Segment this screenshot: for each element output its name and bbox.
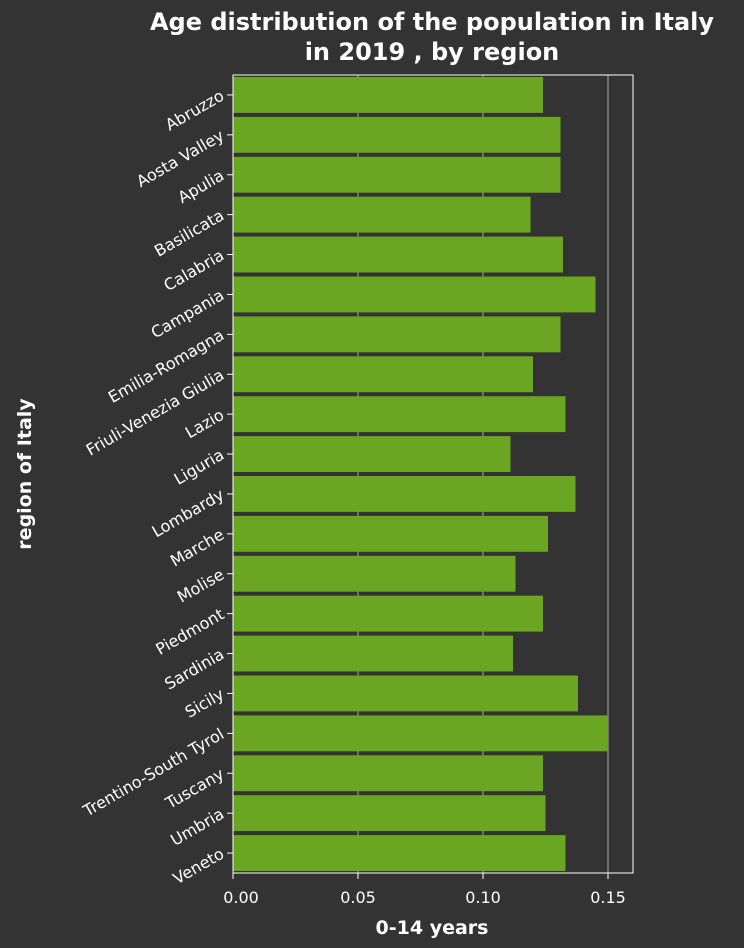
bar [233, 515, 548, 552]
bar [233, 795, 546, 832]
y-tick-label: Veneto [170, 844, 228, 888]
bar [233, 76, 543, 113]
bar [233, 116, 561, 153]
y-tick-label: Liguria [171, 445, 228, 489]
x-tick-label: 0.00 [223, 888, 259, 907]
bar [233, 835, 566, 872]
bar [233, 715, 608, 752]
bar [233, 675, 578, 712]
bar [233, 276, 596, 313]
chart-title-line-2: in 2019 , by region [305, 38, 560, 66]
x-tick-label: 0.10 [465, 888, 501, 907]
bar [233, 236, 563, 273]
y-tick-label: Marche [167, 525, 227, 571]
bar [233, 475, 576, 512]
x-axis: 0.00 0.05 0.10 0.15 [223, 873, 626, 907]
bar [233, 755, 543, 792]
chart-title-line-1: Age distribution of the population in It… [150, 8, 714, 36]
x-axis-label: 0-14 years [376, 917, 489, 939]
bar [233, 635, 513, 672]
bars [233, 76, 608, 872]
bar [233, 316, 561, 353]
plot-area [232, 74, 634, 874]
grid [357, 75, 609, 873]
y-tick-label: Molise [174, 565, 227, 607]
bar [233, 436, 511, 473]
bar [233, 555, 516, 592]
x-tick-label: 0.05 [340, 888, 376, 907]
bar [233, 196, 531, 233]
bar [233, 156, 561, 193]
y-axis-label: region of Italy [14, 398, 36, 550]
x-tick-label: 0.15 [590, 888, 626, 907]
y-tick-label: Lazio [182, 405, 227, 442]
y-tick-label: Apulia [175, 166, 228, 207]
bar [233, 595, 543, 632]
y-tick-label: Umbria [167, 804, 227, 850]
bar [233, 356, 533, 393]
bar [233, 396, 566, 433]
y-tick-label: Sicily [182, 684, 228, 721]
